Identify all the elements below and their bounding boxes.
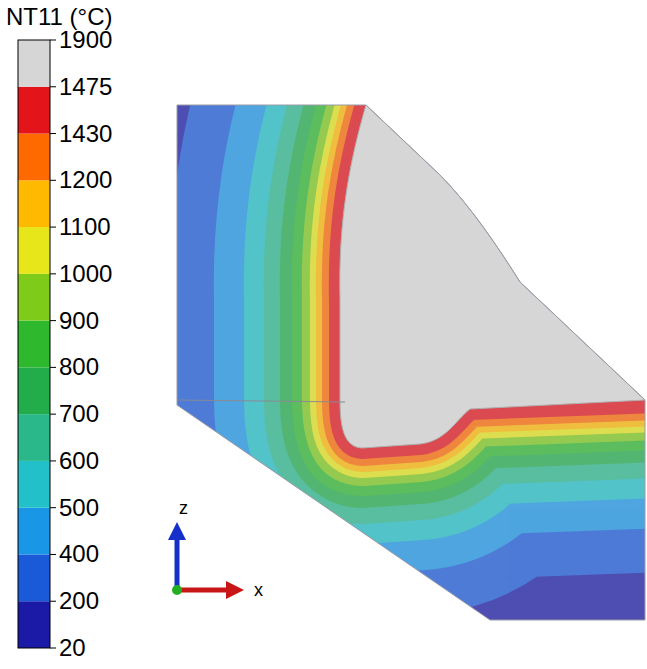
colorbar-band [18, 461, 50, 508]
specimen-outline [177, 105, 645, 620]
colorbar-tick-label: 1430 [59, 120, 112, 147]
colorbar-tick [50, 86, 56, 87]
temperature-band [340, 104, 647, 448]
colorbar-title: NT11 (°C) [6, 3, 113, 30]
colorbar-tick [50, 227, 56, 228]
colorbar-tick [50, 414, 56, 415]
temperature-band [340, 104, 647, 448]
colorbar-tick-label: 1475 [59, 73, 112, 100]
colorbar-band [18, 508, 50, 555]
colorbar-tick [50, 648, 56, 649]
temperature-band [340, 104, 647, 448]
colorbar-band [18, 180, 50, 227]
colorbar-tick-label: 1900 [59, 26, 112, 53]
colorbar-tick [50, 367, 56, 368]
colorbar-band [18, 274, 50, 321]
z-arrow [175, 538, 180, 590]
colorbar-tick-label: 400 [59, 540, 99, 567]
z-label: z [179, 498, 188, 518]
colorbar-tick-label: 200 [59, 587, 99, 614]
colorbar-tick [50, 601, 56, 602]
temperature-band [340, 104, 647, 448]
colorbar-tick-label: 500 [59, 494, 99, 521]
colorbar-tick [50, 273, 56, 274]
x-label: x [254, 580, 263, 600]
fusion-zone [340, 105, 645, 448]
colorbar-band [18, 554, 50, 601]
colorbar-tick-label: 1200 [59, 166, 112, 193]
colorbar-tick [50, 507, 56, 508]
colorbar-tick [50, 554, 56, 555]
temperature-band [340, 104, 647, 448]
origin-dot [172, 585, 182, 595]
colorbar-tick [50, 320, 56, 321]
colorbar-band [18, 601, 50, 648]
colorbar-band [18, 367, 50, 414]
temperature-contours [340, 104, 647, 448]
colorbar-tick [50, 133, 56, 134]
temperature-band [340, 104, 647, 448]
colorbar-band [18, 227, 50, 274]
temperature-band [340, 104, 647, 448]
colorbar-tick-label: 1000 [59, 260, 112, 287]
temperature-band [340, 104, 647, 448]
temperature-band [340, 104, 647, 448]
colorbar-tick [50, 460, 56, 461]
colorbar-tick [50, 40, 56, 41]
colorbar-band [18, 321, 50, 368]
colorbar-band [18, 40, 50, 87]
colorbar-tick-label: 600 [59, 447, 99, 474]
colorbar-tick-label: 1100 [59, 213, 111, 240]
colorbar-band [18, 134, 50, 181]
colorbar-tick-label: 800 [59, 353, 99, 380]
temperature-band [340, 104, 647, 448]
x-arrow-head [226, 581, 244, 599]
temperature-band [340, 104, 647, 448]
colorbar: 20 200 400 500 600 700 800 900 1000 1100 1200 1430 1… [18, 26, 112, 661]
x-arrow [177, 588, 228, 593]
colorbar-tick [50, 180, 56, 181]
colorbar-band [18, 87, 50, 134]
colorbar-tick-label: 900 [59, 307, 99, 334]
colorbar-tick-label: 20 [59, 634, 86, 661]
temperature-band [340, 104, 647, 448]
figure: 20 200 400 500 600 700 800 900 1000 1100 1200 1430 1… [0, 0, 647, 669]
colorbar-tick-label: 700 [59, 400, 99, 427]
colorbar-band [18, 414, 50, 461]
z-arrow-head [168, 522, 186, 540]
colorbar-frame [18, 40, 50, 648]
plate-joint-line [177, 400, 345, 402]
